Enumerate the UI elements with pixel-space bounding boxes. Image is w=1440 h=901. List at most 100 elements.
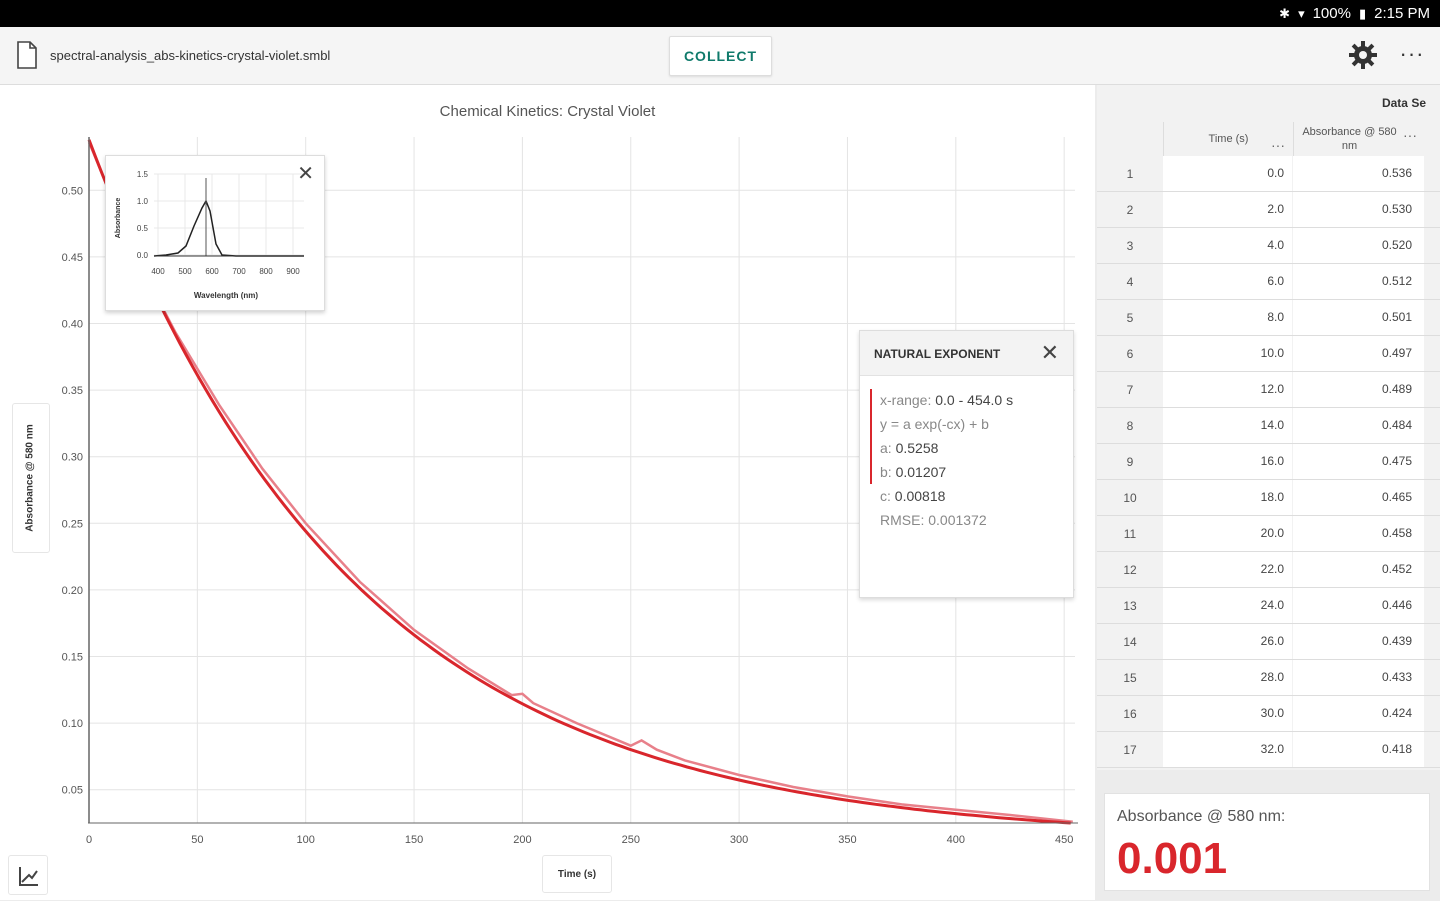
table-row[interactable]: 7 12.0 0.489	[1097, 372, 1440, 408]
cell-time[interactable]: 8.0	[1163, 300, 1292, 335]
cell-absorbance[interactable]: 0.484	[1293, 408, 1424, 443]
row-number: 14	[1123, 635, 1137, 649]
spectrum-x-label: Wavelength (nm)	[194, 291, 258, 300]
y-tick-label: 0.15	[62, 651, 83, 663]
spectrum-x-tick: 900	[286, 267, 300, 276]
table-row[interactable]: 16 30.0 0.424	[1097, 696, 1440, 732]
spectrum-inset[interactable]: 1.5 1.0 0.5 0.0 400 500 600 700 800 900 Absorbanc…	[105, 155, 325, 311]
graph-tools-button[interactable]	[8, 855, 48, 895]
cell-absorbance[interactable]: 0.475	[1293, 444, 1424, 479]
table-row[interactable]: 14 26.0 0.439	[1097, 624, 1440, 660]
cell-time[interactable]: 26.0	[1163, 624, 1292, 659]
file-name[interactable]: spectral-analysis_abs-kinetics-crystal-v…	[50, 48, 331, 63]
cell-absorbance[interactable]: 0.418	[1293, 732, 1424, 767]
x-tick-label: 100	[297, 834, 315, 846]
x-tick-label: 250	[622, 834, 640, 846]
gear-icon[interactable]	[1347, 39, 1379, 71]
fit-curve	[87, 139, 1071, 825]
y-axis-label-button[interactable]	[12, 403, 50, 553]
cell-time[interactable]: 30.0	[1163, 696, 1292, 731]
cell-time[interactable]: 22.0	[1163, 552, 1292, 587]
clock: 2:15 PM	[1374, 5, 1430, 22]
cell-absorbance[interactable]: 0.424	[1293, 696, 1424, 731]
cell-time[interactable]: 20.0	[1163, 516, 1292, 551]
table-row[interactable]: 8 14.0 0.484	[1097, 408, 1440, 444]
cell-time[interactable]: 14.0	[1163, 408, 1292, 443]
table-row[interactable]: 6 10.0 0.497	[1097, 336, 1440, 372]
meter-panel[interactable]: Absorbance @ 580 nm: 0.001	[1104, 793, 1430, 891]
column-header-time[interactable]: Time (s) ···	[1163, 122, 1293, 156]
toolbar: spectral-analysis_abs-kinetics-crystal-v…	[0, 27, 1440, 85]
cell-absorbance[interactable]: 0.439	[1293, 624, 1424, 659]
close-icon[interactable]: ✕	[1040, 340, 1059, 365]
row-number: 8	[1126, 419, 1134, 433]
cell-time[interactable]: 18.0	[1163, 480, 1292, 515]
x-tick-label: 400	[947, 834, 965, 846]
row-number: 15	[1123, 671, 1137, 685]
x-tick-label: 350	[838, 834, 856, 846]
cell-absorbance[interactable]: 0.458	[1293, 516, 1424, 551]
cell-absorbance[interactable]: 0.452	[1293, 552, 1424, 587]
row-number: 5	[1126, 311, 1134, 325]
table-row[interactable]: 5 8.0 0.501	[1097, 300, 1440, 336]
file-icon[interactable]	[16, 41, 38, 69]
cell-absorbance[interactable]: 0.465	[1293, 480, 1424, 515]
cell-absorbance[interactable]: 0.446	[1293, 588, 1424, 623]
cell-absorbance[interactable]: 0.497	[1293, 336, 1424, 371]
cell-absorbance[interactable]: 0.489	[1293, 372, 1424, 407]
meter-label: Absorbance @ 580 nm:	[1117, 808, 1286, 825]
table-row[interactable]: 2 2.0 0.530	[1097, 192, 1440, 228]
param-c-value: 0.00818	[894, 488, 946, 504]
x-range-label: x-range:	[880, 392, 932, 408]
curve-fit-box[interactable]: NATURAL EXPONENT ✕ x-range: 0.0 - 454.0 …	[859, 330, 1074, 598]
column-options-icon[interactable]: ···	[1403, 127, 1417, 143]
cell-absorbance[interactable]: 0.512	[1293, 264, 1424, 299]
graph-tools-icon	[19, 867, 38, 886]
cell-time[interactable]: 28.0	[1163, 660, 1292, 695]
cell-time[interactable]: 32.0	[1163, 732, 1292, 767]
column-header-absorbance[interactable]: Absorbance @ 580 nm ···	[1293, 122, 1425, 156]
cell-absorbance[interactable]: 0.536	[1293, 156, 1424, 191]
table-row[interactable]: 17 32.0 0.418	[1097, 732, 1440, 768]
spectrum-y-tick: 0.5	[137, 224, 149, 233]
table-row[interactable]: 9 16.0 0.475	[1097, 444, 1440, 480]
column-options-icon[interactable]: ···	[1271, 137, 1285, 153]
cell-absorbance[interactable]: 0.520	[1293, 228, 1424, 263]
cell-time[interactable]: 24.0	[1163, 588, 1292, 623]
cell-absorbance[interactable]: 0.433	[1293, 660, 1424, 695]
cell-time[interactable]: 10.0	[1163, 336, 1292, 371]
cell-absorbance[interactable]: 0.530	[1293, 192, 1424, 227]
table-row[interactable]: 13 24.0 0.446	[1097, 588, 1440, 624]
battery-icon: ▮	[1358, 5, 1367, 21]
table-row[interactable]: 12 22.0 0.452	[1097, 552, 1440, 588]
param-b-label: b:	[880, 464, 892, 480]
dataset-title[interactable]: Data Se	[1381, 96, 1426, 110]
x-tick-label: 300	[730, 834, 748, 846]
cell-time[interactable]: 16.0	[1163, 444, 1292, 479]
y-axis-label: Absorbance @ 580 nm	[24, 424, 36, 532]
cell-time[interactable]: 2.0	[1163, 192, 1292, 227]
table-row[interactable]: 11 20.0 0.458	[1097, 516, 1440, 552]
table-row[interactable]: 3 4.0 0.520	[1097, 228, 1440, 264]
graph-panel: 0.05 0.10 0.15 0.20 0.25 0.30 0.35 0.40 0.45 0.50…	[0, 85, 1095, 900]
collect-button[interactable]: COLLECT	[669, 36, 772, 76]
table-row[interactable]: 10 18.0 0.465	[1097, 480, 1440, 516]
table-row[interactable]: 1 0.0 0.536	[1097, 156, 1440, 192]
cell-time[interactable]: 0.0	[1163, 156, 1292, 191]
spectrum-x-tick: 800	[259, 267, 273, 276]
table-row[interactable]: 15 28.0 0.433	[1097, 660, 1440, 696]
y-tick-label: 0.10	[62, 718, 83, 730]
cell-time[interactable]: 6.0	[1163, 264, 1292, 299]
row-number: 17	[1123, 743, 1137, 757]
cell-absorbance[interactable]: 0.501	[1293, 300, 1424, 335]
close-icon[interactable]: ✕	[297, 163, 314, 185]
cell-time[interactable]: 4.0	[1163, 228, 1292, 263]
cell-time[interactable]: 12.0	[1163, 372, 1292, 407]
table-row[interactable]: 4 6.0 0.512	[1097, 264, 1440, 300]
spectrum-x-tick: 400	[151, 267, 165, 276]
curve-fit-header: NATURAL EXPONENT ✕	[860, 331, 1073, 376]
x-axis-label-button[interactable]: Time (s)	[542, 855, 612, 893]
more-options-icon[interactable]: ···	[1399, 41, 1425, 66]
x-tick-label: 0	[86, 834, 92, 846]
